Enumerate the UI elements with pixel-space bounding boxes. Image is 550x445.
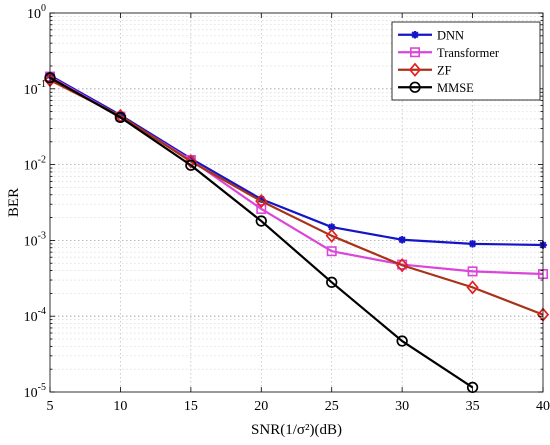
y-tick-exponent: -2 <box>38 155 46 166</box>
y-tick-base: 10 <box>24 83 38 98</box>
y-tick-label: 10-2 <box>24 155 46 174</box>
data-point-dnn <box>468 240 477 248</box>
y-tick-label: 10-1 <box>24 79 46 98</box>
series-line-mmse <box>49 76 474 389</box>
y-tick-exponent: -1 <box>38 79 46 90</box>
data-point-transformer <box>256 203 267 214</box>
legend-marker-dnn <box>411 30 419 39</box>
data-point-zf <box>255 193 268 209</box>
y-tick-exponent: -4 <box>38 306 46 317</box>
x-tick-label: 40 <box>536 399 550 414</box>
data-point-dnn <box>187 154 195 163</box>
y-tick-exponent: 0 <box>41 3 46 14</box>
x-tick-label: 10 <box>113 399 127 414</box>
data-point-zf <box>466 280 479 295</box>
data-point-dnn <box>398 235 406 244</box>
x-tick-label: 15 <box>184 399 198 414</box>
data-point-mmse <box>185 159 197 171</box>
y-tick-label: 10-5 <box>24 382 46 401</box>
data-point-transformer <box>467 266 478 277</box>
x-tick-label: 35 <box>466 399 480 414</box>
series-layer <box>43 71 550 394</box>
y-tick-base: 10 <box>24 234 38 249</box>
plot-frame <box>49 12 544 393</box>
y-tick-exponent: -3 <box>38 230 46 241</box>
legend-marker-mmse <box>409 81 421 93</box>
y-tick-base: 10 <box>24 310 38 325</box>
data-point-transformer <box>326 246 337 257</box>
x-tick-label: 30 <box>395 399 409 414</box>
data-point-dnn <box>257 195 266 203</box>
x-tick-labels: 5 10 15 20 25 30 35 40 <box>47 399 550 414</box>
data-point-mmse <box>114 111 127 124</box>
legend-label-transformer: Transformer <box>437 46 500 60</box>
y-tick-base: 10 <box>27 7 41 22</box>
legend-label-zf: ZF <box>437 63 452 77</box>
y-tick-label: 10-4 <box>24 306 46 325</box>
legend-label-dnn: DNN <box>437 28 464 42</box>
x-tick-label: 5 <box>47 399 54 414</box>
data-point-mmse <box>326 276 338 288</box>
data-point-zf <box>184 154 197 169</box>
data-point-zf <box>325 228 338 243</box>
x-axis-label: SNR(1/σ²)(dB) <box>251 422 342 438</box>
legend-marker-zf <box>408 62 422 77</box>
series-line-zf <box>49 79 544 316</box>
data-point-mmse <box>255 215 267 227</box>
data-point-dnn <box>327 223 336 231</box>
data-point-mmse <box>396 335 408 347</box>
x-tick-label: 25 <box>325 399 339 414</box>
y-axis-label: BER <box>6 188 22 217</box>
y-tick-exponent: -5 <box>38 382 46 393</box>
y-tick-base: 10 <box>24 159 38 174</box>
legend-label-mmse: MMSE <box>437 81 474 95</box>
y-tick-label: 10-3 <box>24 230 46 249</box>
legend: DNN Transformer ZF MMSE <box>391 21 541 101</box>
y-tick-base: 10 <box>24 386 38 401</box>
x-tick-label: 20 <box>254 399 268 414</box>
legend-marker-transformer <box>409 47 420 58</box>
data-point-zf <box>396 258 409 273</box>
axis-ticks <box>49 12 544 393</box>
y-tick-label: 100 <box>27 3 46 22</box>
